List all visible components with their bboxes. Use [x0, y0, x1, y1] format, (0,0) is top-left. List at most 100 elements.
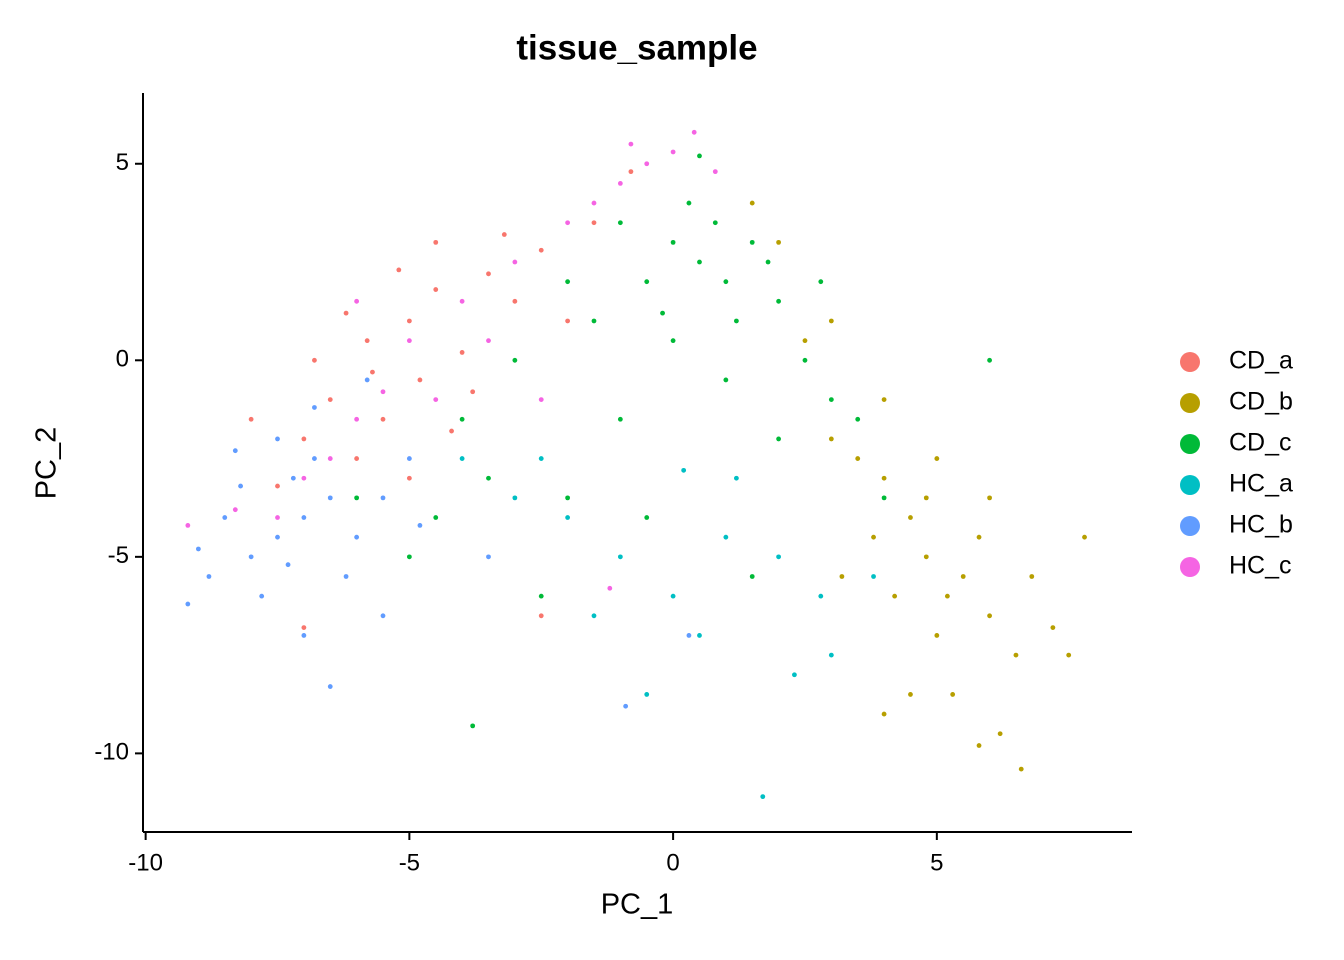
- point: [459, 350, 465, 355]
- point: [1082, 534, 1087, 540]
- point: [908, 692, 913, 697]
- point: [691, 129, 697, 135]
- point: [950, 692, 956, 697]
- point: [644, 692, 650, 697]
- point: [538, 613, 544, 619]
- point: [380, 495, 386, 501]
- point: [749, 574, 755, 579]
- point: [987, 495, 992, 501]
- legend-marker: [1180, 557, 1200, 577]
- point: [828, 652, 834, 658]
- point: [686, 200, 692, 206]
- point: [301, 475, 307, 481]
- point: [591, 220, 597, 226]
- point: [881, 711, 887, 717]
- point: [459, 298, 465, 304]
- point: [660, 310, 665, 316]
- point: [449, 428, 454, 434]
- point: [749, 239, 755, 245]
- x-tick-label: -5: [399, 849, 420, 876]
- point: [591, 200, 597, 206]
- point: [670, 338, 676, 344]
- point: [892, 593, 898, 599]
- point: [275, 483, 280, 489]
- point: [734, 475, 739, 481]
- point: [723, 534, 729, 540]
- legend-marker: [1180, 434, 1200, 454]
- point: [238, 483, 243, 489]
- point: [354, 534, 360, 540]
- point: [871, 534, 876, 540]
- point: [312, 456, 317, 461]
- legend-marker: [1180, 352, 1200, 372]
- point: [802, 357, 808, 363]
- point: [380, 389, 386, 395]
- legend-label: HC_b: [1229, 511, 1293, 539]
- point: [185, 601, 191, 607]
- point: [486, 271, 491, 277]
- point: [976, 534, 982, 540]
- legend-label: HC_a: [1229, 470, 1293, 498]
- legend-label: CD_c: [1229, 429, 1292, 457]
- point: [828, 436, 834, 442]
- x-axis-title: PC_1: [601, 889, 674, 921]
- point: [364, 377, 370, 383]
- point: [301, 633, 307, 638]
- point: [380, 416, 386, 422]
- point: [275, 515, 280, 520]
- point: [417, 522, 423, 528]
- point: [364, 338, 370, 344]
- legend-marker: [1180, 393, 1200, 413]
- point: [512, 495, 518, 501]
- point: [538, 247, 544, 253]
- point: [934, 456, 940, 461]
- point: [433, 239, 439, 245]
- point: [301, 436, 307, 442]
- point: [185, 522, 191, 528]
- point: [406, 338, 412, 344]
- point: [327, 456, 333, 461]
- x-tick-label: 0: [666, 849, 679, 876]
- point: [248, 416, 254, 422]
- legend-label: HC_c: [1229, 552, 1292, 580]
- point: [617, 416, 623, 422]
- legend-marker: [1180, 475, 1200, 495]
- point: [644, 279, 650, 285]
- point: [760, 794, 766, 800]
- point: [617, 554, 623, 560]
- point: [591, 613, 597, 619]
- point: [433, 287, 439, 292]
- y-tick-label: 5: [116, 149, 129, 176]
- point: [290, 475, 296, 481]
- point: [697, 633, 702, 638]
- point: [538, 397, 544, 403]
- point: [275, 534, 280, 540]
- chart-title: tissue_sample: [516, 28, 757, 67]
- point: [628, 169, 634, 175]
- point: [301, 625, 307, 630]
- point: [312, 405, 317, 410]
- point: [628, 141, 634, 147]
- point: [285, 562, 291, 568]
- point: [327, 684, 333, 689]
- point: [195, 546, 201, 552]
- point: [881, 475, 887, 481]
- point: [459, 456, 465, 461]
- point: [828, 318, 834, 324]
- point: [697, 153, 702, 159]
- point: [670, 239, 676, 245]
- point: [881, 495, 887, 501]
- point: [976, 743, 982, 748]
- legend-label: CD_b: [1229, 388, 1293, 416]
- point: [248, 554, 254, 560]
- point: [222, 515, 228, 520]
- point: [1013, 652, 1019, 658]
- point: [354, 495, 360, 501]
- point: [565, 495, 571, 501]
- point: [512, 357, 518, 363]
- x-tick-label: 5: [930, 849, 943, 876]
- point: [1050, 625, 1056, 630]
- point: [617, 181, 623, 186]
- point: [312, 357, 317, 363]
